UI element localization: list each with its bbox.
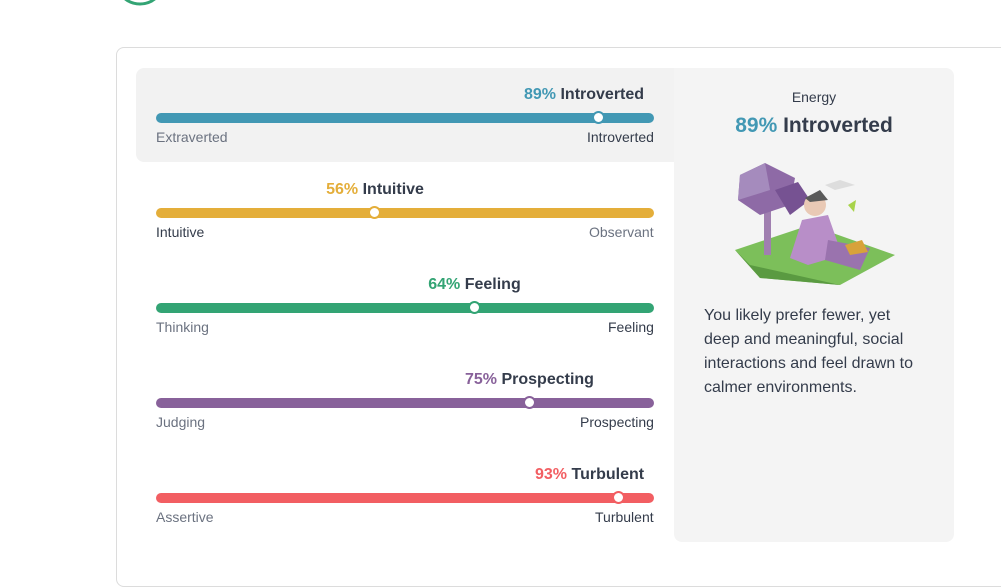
header-icon bbox=[124, 0, 156, 6]
trait-marker bbox=[368, 206, 382, 219]
left-pole: Judging bbox=[156, 414, 206, 430]
trait-name: Introverted bbox=[560, 86, 645, 103]
right-pole: Feeling bbox=[608, 319, 654, 335]
panel-description: You likely prefer fewer, yet deep and me… bbox=[704, 307, 914, 396]
trait-label: 89% Introverted bbox=[524, 86, 644, 104]
right-pole: Prospecting bbox=[580, 414, 654, 430]
panel-percent: 89% bbox=[735, 114, 778, 137]
trait-name: Turbulent bbox=[571, 466, 645, 483]
trait-marker bbox=[467, 301, 481, 314]
trait-name: Prospecting bbox=[501, 371, 594, 388]
trait-bar bbox=[156, 303, 654, 313]
trait-percent: 93% bbox=[535, 466, 568, 483]
right-pole: Observant bbox=[589, 224, 654, 240]
trait-marker bbox=[522, 396, 536, 409]
trait-percent: 75% bbox=[465, 371, 498, 388]
left-pole: Extraverted bbox=[156, 129, 228, 145]
trait-label: 75% Prospecting bbox=[465, 371, 594, 389]
right-pole: Introverted bbox=[587, 129, 654, 145]
panel-category: Energy bbox=[791, 89, 837, 105]
trait-name: Feeling bbox=[464, 276, 521, 293]
trait-label: 56% Intuitive bbox=[326, 181, 424, 199]
trait-percent: 64% bbox=[428, 276, 461, 293]
trait-label: 64% Feeling bbox=[428, 276, 521, 294]
trait-bar bbox=[156, 493, 654, 503]
trait-bar bbox=[156, 113, 654, 123]
page: Energy 89% Introverted You likely prefer… bbox=[116, 0, 1001, 587]
trait-marker bbox=[612, 491, 626, 504]
trait-marker bbox=[592, 111, 606, 124]
left-pole: Assertive bbox=[156, 509, 214, 525]
trait-name: Intuitive bbox=[362, 181, 424, 198]
panel-heading: 89% Introverted bbox=[674, 114, 954, 138]
left-pole: Thinking bbox=[156, 319, 209, 335]
trait-percent: 89% bbox=[524, 86, 557, 103]
detail-panel bbox=[674, 68, 954, 542]
panel-trait: Introverted bbox=[783, 114, 893, 137]
illustration bbox=[735, 163, 895, 285]
trait-label: 93% Turbulent bbox=[535, 466, 644, 484]
left-pole: Intuitive bbox=[156, 224, 205, 240]
trait-bar bbox=[156, 208, 654, 218]
right-pole: Turbulent bbox=[595, 509, 654, 525]
trait-bar bbox=[156, 398, 654, 408]
trait-percent: 56% bbox=[326, 181, 359, 198]
